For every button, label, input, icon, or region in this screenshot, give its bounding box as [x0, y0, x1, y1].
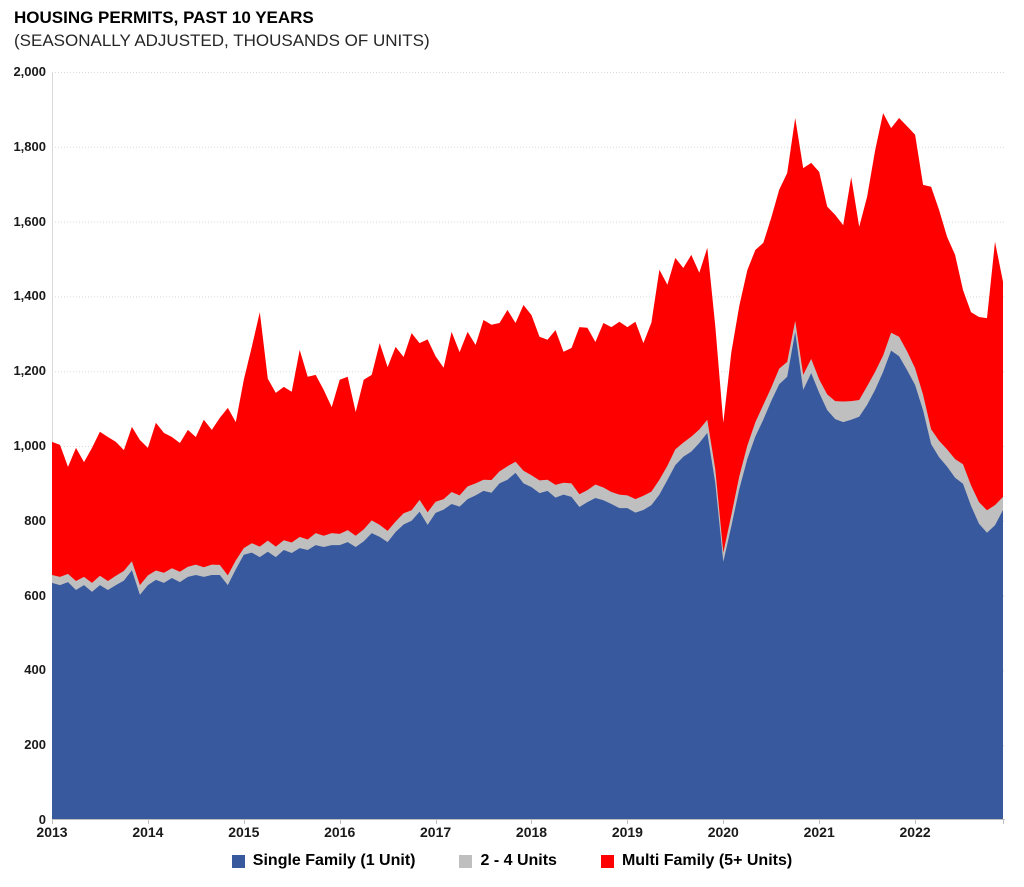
x-axis-tick: [339, 820, 341, 824]
legend: Single Family (1 Unit) 2 - 4 Units Multi…: [0, 852, 1024, 870]
chart-title: HOUSING PERMITS, PAST 10 YEARS: [14, 8, 314, 27]
x-axis-tick: [819, 820, 821, 824]
area-series-0: [52, 331, 1003, 820]
x-axis-label: 2019: [611, 824, 643, 840]
y-axis-label: 400: [24, 662, 46, 678]
x-axis-tick: [147, 820, 149, 824]
legend-item-single-family: Single Family (1 Unit): [231, 852, 416, 870]
y-axis-label: 2,000: [13, 64, 46, 79]
y-axis-label: 1,400: [13, 288, 46, 304]
x-axis-label: 2017: [420, 824, 452, 840]
legend-item-2-4-units: 2 - 4 Units: [459, 852, 557, 870]
x-axis-tick: [52, 820, 53, 824]
x-axis-tick: [915, 820, 917, 824]
x-axis-tick: [723, 820, 725, 824]
x-axis-tick: [243, 820, 245, 824]
x-axis-tick: [531, 820, 533, 824]
y-axis-label: 1,200: [13, 363, 46, 379]
x-axis-label: 2013: [36, 824, 68, 840]
x-axis-label: 2022: [899, 824, 931, 840]
x-axis-label: 2020: [707, 824, 739, 840]
x-axis-tick: [435, 820, 437, 824]
x-axis-label: 2018: [515, 824, 548, 840]
legend-label-multi-family: Multi Family (5+ Units): [621, 852, 793, 869]
legend-swatch-single-family-icon: [231, 854, 245, 868]
legend-item-multi-family: Multi Family (5+ Units): [600, 852, 793, 870]
legend-label-2-4-units: 2 - 4 Units: [480, 852, 557, 869]
x-axis-label: 2016: [324, 824, 356, 840]
x-axis-tick: [1003, 820, 1004, 824]
legend-label-single-family: Single Family (1 Unit): [252, 852, 416, 869]
stacked-area-plot: [52, 72, 1005, 821]
y-axis-label: 1,800: [13, 138, 46, 154]
x-axis-label: 2021: [803, 824, 835, 840]
y-axis-label: 1,000: [13, 438, 46, 453]
legend-swatch-2-4-units-icon: [459, 854, 473, 868]
y-axis-label: 800: [24, 512, 46, 528]
legend-swatch-multi-family-icon: [600, 854, 614, 868]
y-axis-label: 1,600: [13, 213, 46, 229]
x-axis-label: 2015: [228, 824, 260, 840]
chart-subtitle: (SEASONALLY ADJUSTED, THOUSANDS OF UNITS…: [14, 31, 430, 50]
y-axis-label: 600: [24, 587, 46, 603]
x-axis-tick: [627, 820, 629, 824]
y-axis-label: 200: [24, 737, 46, 753]
y-axis-label: 0: [38, 812, 46, 827]
x-axis-label: 2014: [132, 824, 164, 840]
